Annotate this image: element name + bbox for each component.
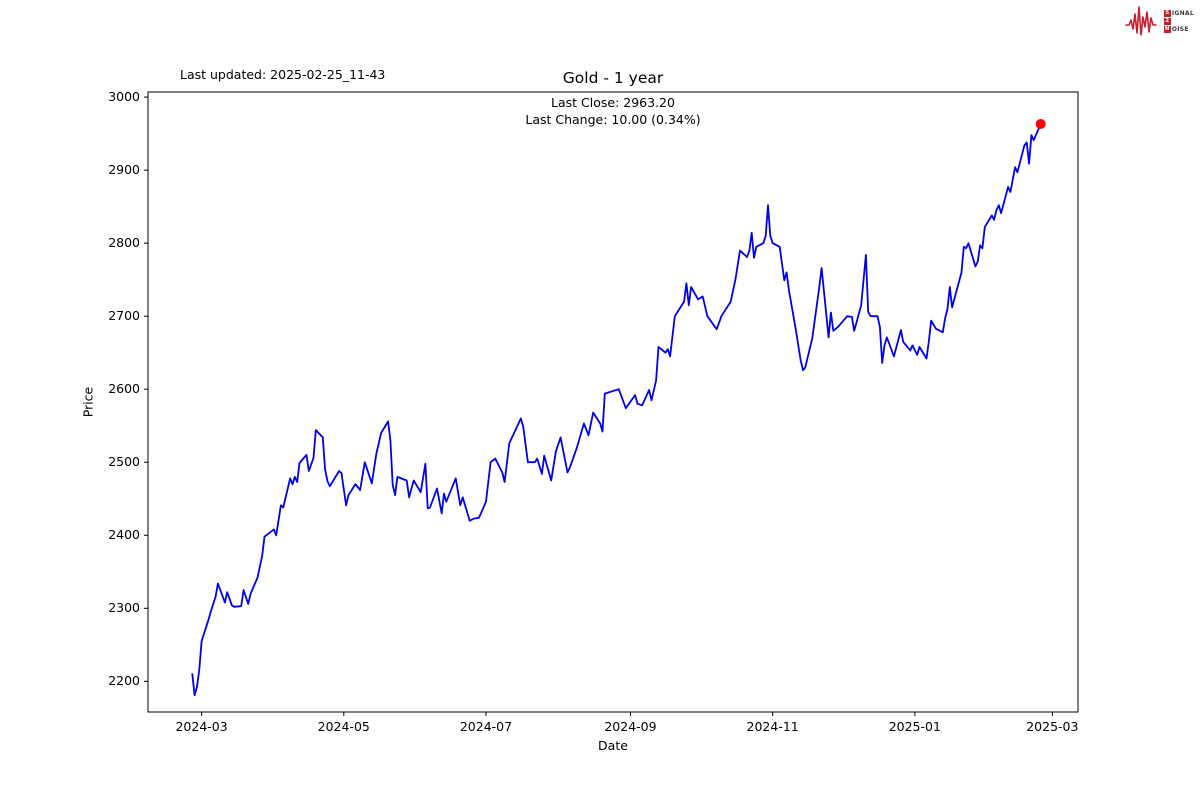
last-price-marker bbox=[1035, 118, 1046, 129]
last-change-annotation: Last Change: 10.00 (0.34%) bbox=[525, 112, 701, 127]
x-tick-label: 2024-05 bbox=[317, 719, 370, 734]
y-tick-label: 2800 bbox=[108, 235, 140, 251]
x-tick-label: 2024-07 bbox=[459, 719, 513, 734]
x-tick-label: 2024-03 bbox=[175, 719, 228, 734]
y-tick-label: 2900 bbox=[108, 162, 140, 178]
logo-letter-2: 2 bbox=[1163, 17, 1171, 25]
x-tick-label: 2025-01 bbox=[888, 719, 941, 734]
x-tick-label: 2025-03 bbox=[1026, 719, 1079, 734]
waveform-icon bbox=[1125, 6, 1157, 36]
logo-word-signal: IGNAL bbox=[1171, 9, 1194, 17]
logo-letter-s: S bbox=[1163, 9, 1171, 17]
y-tick-label: 3000 bbox=[108, 89, 140, 105]
y-tick-label: 2300 bbox=[108, 600, 140, 616]
logo-text: S IGNAL 2 N OISE bbox=[1163, 9, 1194, 33]
signal2noise-logo: S IGNAL 2 N OISE bbox=[1125, 4, 1194, 38]
last-close-annotation: Last Close: 2963.20 bbox=[551, 95, 675, 110]
chart-title: Gold - 1 year bbox=[562, 69, 664, 87]
y-tick-label: 2500 bbox=[108, 454, 140, 470]
y-tick-label: 2400 bbox=[108, 527, 140, 543]
y-tick-label: 2700 bbox=[108, 308, 140, 324]
y-tick-label: 2600 bbox=[108, 381, 140, 397]
x-axis-label: Date bbox=[598, 738, 628, 753]
axes-frame bbox=[147, 91, 1079, 713]
x-tick-label: 2024-09 bbox=[604, 719, 657, 734]
logo-letter-n: N bbox=[1163, 25, 1171, 33]
price-line bbox=[191, 123, 1042, 697]
logo-word-noise: OISE bbox=[1171, 25, 1189, 33]
x-tick-label: 2024-11 bbox=[746, 719, 799, 734]
y-tick-label: 2200 bbox=[108, 673, 140, 689]
last-updated-text: Last updated: 2025-02-25_11-43 bbox=[180, 67, 386, 82]
